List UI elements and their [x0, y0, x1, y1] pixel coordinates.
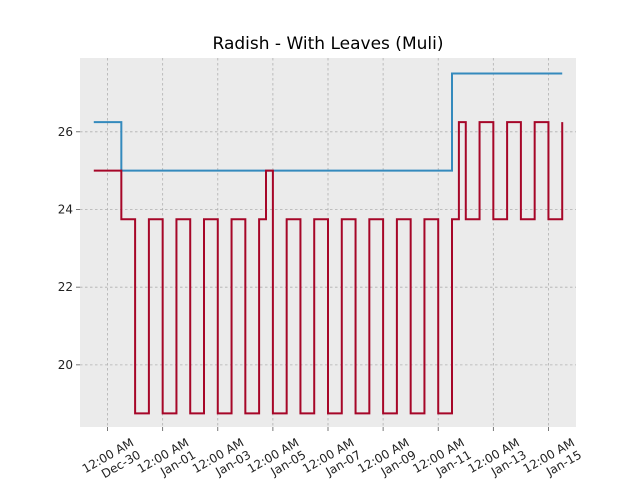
y-tick-label: 22 — [58, 280, 73, 294]
series-2-line — [93, 121, 564, 415]
series-1-line — [93, 72, 563, 172]
y-tick-label: 20 — [58, 358, 73, 372]
y-axis: 20 22 24 26 — [58, 125, 80, 372]
chart-title: Radish - With Leaves (Muli) — [213, 34, 444, 54]
y-tick-label: 24 — [58, 202, 73, 216]
y-tick-label: 26 — [58, 125, 73, 139]
series-group — [93, 72, 564, 415]
